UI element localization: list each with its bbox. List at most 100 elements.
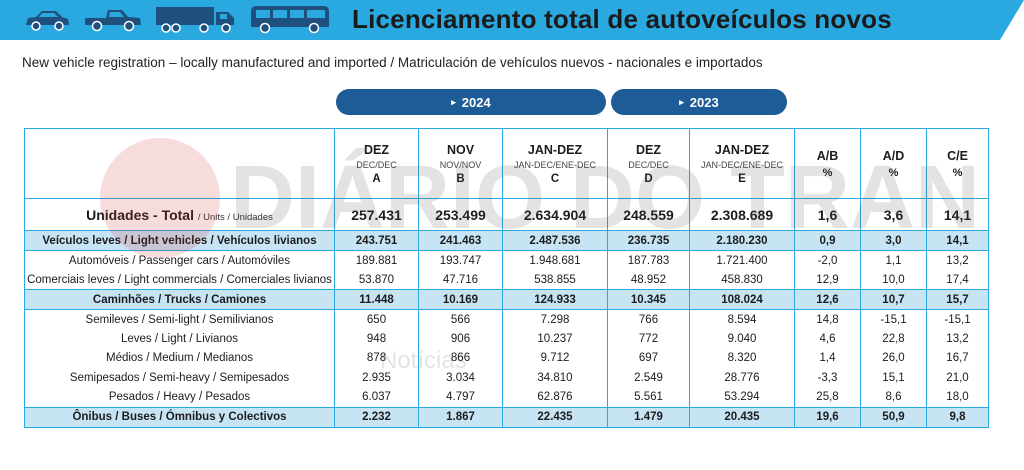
cell-value: 10,0 (860, 270, 927, 290)
cell-value: 26,0 (860, 348, 927, 368)
cell-value: 47.716 (418, 270, 503, 290)
year-tab-label: 2023 (689, 94, 719, 110)
cell-value: 108.024 (689, 289, 795, 310)
cell-value: -15,1 (926, 309, 989, 329)
cell-value: 14,8 (794, 309, 861, 329)
cell-value: -2,0 (794, 250, 861, 270)
cell-value: 697 (607, 348, 690, 368)
car-icon (26, 11, 69, 31)
year-tab-2023: ▸ 2023 (611, 89, 787, 115)
column-header-a-d: A/D % (860, 128, 927, 199)
cell-value: 9.712 (502, 348, 608, 368)
cell-value: 0,9 (794, 230, 861, 251)
bus-icon (251, 6, 329, 34)
cell-value: 20.435 (689, 406, 795, 428)
year-tab-2024: ▸ 2024 (336, 89, 606, 115)
cell-value: 12,9 (794, 270, 861, 290)
cell-value: 2.487.536 (502, 230, 608, 251)
table-row: Leves / Light / Livianos 948 906 10.237 772 9… (24, 329, 989, 349)
table-row: Comerciais leves / Light commercials / C… (24, 270, 989, 290)
column-header-c: JAN-DEZ JAN-DEC/ENE-DEC C (502, 128, 608, 199)
row-label: Médios / Medium / Medianos (24, 348, 335, 368)
cell-value: 53.294 (689, 387, 795, 407)
total-value: 1,6 (794, 198, 861, 231)
row-label: Comerciais leves / Light commercials / C… (24, 270, 335, 290)
cell-value: 2.549 (607, 368, 690, 388)
cell-value: 566 (418, 309, 503, 329)
pickup-truck-icon (85, 10, 141, 32)
page-subtitle: New vehicle registration – locally manuf… (22, 55, 763, 70)
cell-value: 14,1 (926, 230, 989, 251)
cell-value: 2.935 (334, 368, 419, 388)
cell-value: 766 (607, 309, 690, 329)
total-value: 257.431 (334, 198, 419, 231)
cell-value: 538.855 (502, 270, 608, 290)
row-label: Ônibus / Buses / Ómnibus y Colectivos (24, 406, 335, 428)
header-empty-cell (24, 128, 335, 199)
cell-value: 13,2 (926, 329, 989, 349)
column-header-d: DEZ DEC/DEC D (607, 128, 690, 199)
table-row: Pesados / Heavy / Pesados 6.037 4.797 62.87… (24, 387, 989, 407)
cell-value: 1,4 (794, 348, 861, 368)
header-banner: Licenciamento total de autoveículos novo… (0, 0, 1024, 40)
column-header-a: DEZ DEC/DEC A (334, 128, 419, 199)
row-label: Semipesados / Semi-heavy / Semipesados (24, 368, 335, 388)
total-value: 2.634.904 (502, 198, 608, 231)
cell-value: 22.435 (502, 406, 608, 428)
cell-value: 906 (418, 329, 503, 349)
cell-value: 948 (334, 329, 419, 349)
cell-value: -15,1 (860, 309, 927, 329)
cell-value: 458.830 (689, 270, 795, 290)
cell-value: 22,8 (860, 329, 927, 349)
total-value: 248.559 (607, 198, 690, 231)
cell-value: 236.735 (607, 230, 690, 251)
cell-value: 6.037 (334, 387, 419, 407)
column-header-a-b: A/B % (794, 128, 861, 199)
cell-value: 18,0 (926, 387, 989, 407)
triangle-right-icon: ▸ (679, 96, 684, 107)
semi-truck-icon (156, 7, 234, 33)
cell-value: 189.881 (334, 250, 419, 270)
row-label: Caminhões / Trucks / Camiones (24, 289, 335, 310)
cell-value: 17,4 (926, 270, 989, 290)
row-label: Semileves / Semi-light / Semilivianos (24, 309, 335, 329)
page-title: Licenciamento total de autoveículos novo… (352, 4, 892, 34)
cell-value: 10,7 (860, 289, 927, 310)
cell-value: 193.747 (418, 250, 503, 270)
triangle-right-icon: ▸ (451, 96, 456, 107)
cell-value: 16,7 (926, 348, 989, 368)
cell-value: 4.797 (418, 387, 503, 407)
cell-value: 48.952 (607, 270, 690, 290)
cell-value: 62.876 (502, 387, 608, 407)
cell-value: 15,7 (926, 289, 989, 310)
row-label: Veículos leves / Light vehicles / Vehícu… (24, 230, 335, 251)
cell-value: 1.948.681 (502, 250, 608, 270)
cell-value: 34.810 (502, 368, 608, 388)
cell-value: 241.463 (418, 230, 503, 251)
cell-value: 13,2 (926, 250, 989, 270)
row-label: Automóveis / Passenger cars / Automóvile… (24, 250, 335, 270)
cell-value: 2.180.230 (689, 230, 795, 251)
cell-value: 9,8 (926, 406, 989, 428)
vehicle-icons (22, 3, 332, 35)
total-row: Unidades - Total / Units / Unidades 257.… (24, 198, 989, 231)
group-row: Veículos leves / Light vehicles / Vehícu… (24, 230, 989, 251)
total-value: 14,1 (926, 198, 989, 231)
cell-value: 866 (418, 348, 503, 368)
table-row: Médios / Medium / Medianos 878 866 9.712 697… (24, 348, 989, 368)
cell-value: 12,6 (794, 289, 861, 310)
total-value: 3,6 (860, 198, 927, 231)
cell-value: 878 (334, 348, 419, 368)
cell-value: 8.320 (689, 348, 795, 368)
cell-value: 50,9 (860, 406, 927, 428)
column-header-c-e: C/E % (926, 128, 989, 199)
table-row: Semipesados / Semi-heavy / Semipesados 2.… (24, 368, 989, 388)
cell-value: 124.933 (502, 289, 608, 310)
year-tab-label: 2024 (461, 94, 491, 110)
group-row: Ônibus / Buses / Ómnibus y Colectivos 2.2… (24, 406, 989, 428)
cell-value: 25,8 (794, 387, 861, 407)
cell-value: 11.448 (334, 289, 419, 310)
cell-value: 5.561 (607, 387, 690, 407)
column-header-b: NOV NOV/NOV B (418, 128, 503, 199)
column-header-e: JAN-DEZ JAN-DEC/ENE-DEC E (689, 128, 795, 199)
